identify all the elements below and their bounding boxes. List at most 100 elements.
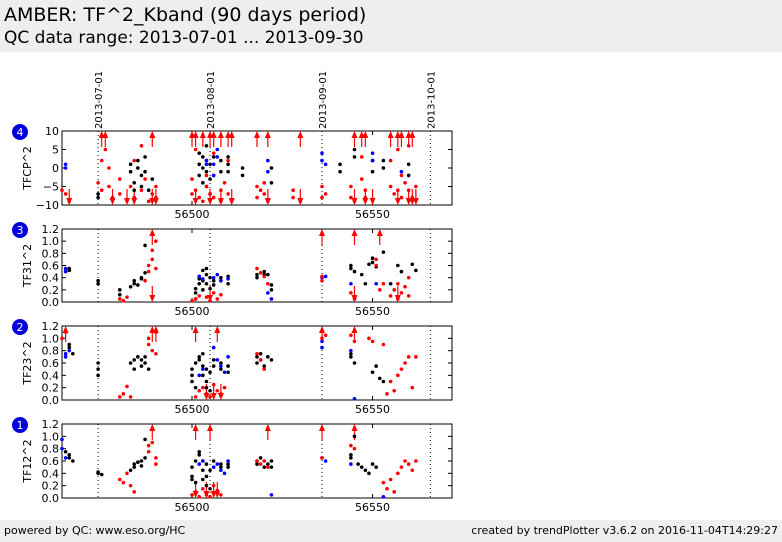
black-point (136, 158, 140, 163)
red-point (208, 494, 212, 499)
red-point (229, 199, 234, 204)
red-point (63, 330, 68, 334)
black-point (226, 462, 230, 466)
black-point (197, 453, 202, 457)
red-point (63, 192, 68, 196)
red-point (99, 158, 104, 163)
blue-point (374, 281, 378, 286)
blue-point (222, 370, 227, 375)
black-point (139, 464, 144, 468)
red-point (363, 188, 368, 192)
black-point (226, 169, 230, 174)
y-tick-label: 0.6 (42, 260, 60, 273)
red-point (146, 443, 151, 448)
red-point (370, 339, 375, 344)
red-point (255, 195, 259, 200)
date-label: 2013-07-01 (94, 71, 105, 129)
red-point (60, 188, 64, 192)
red-point (226, 192, 230, 196)
blue-point (266, 291, 270, 295)
red-point (388, 294, 393, 298)
red-point (226, 158, 230, 163)
black-point (269, 181, 274, 185)
black-point (211, 278, 216, 283)
blue-point (320, 339, 324, 344)
y-tick-label: 1.2 (42, 223, 60, 236)
black-point (226, 370, 230, 375)
red-point (255, 351, 259, 356)
red-point (258, 271, 263, 275)
black-point (269, 166, 274, 170)
black-point (201, 288, 205, 292)
black-point (367, 471, 371, 476)
blue-point (269, 493, 274, 497)
black-point (219, 367, 223, 371)
blue-point (399, 169, 404, 174)
blue-point (63, 355, 68, 359)
red-point (211, 151, 216, 155)
red-point (406, 188, 411, 192)
black-point (352, 361, 357, 365)
red-point (150, 257, 155, 262)
trend-plot: 2013-07-01 2013-08-01 2013-09-01 2013-10-01… (12, 71, 453, 520)
black-point (197, 162, 202, 167)
red-down-arrow-head (207, 295, 214, 302)
red-point (146, 269, 151, 274)
red-up-arrow-head (387, 131, 394, 138)
blue-point (63, 266, 68, 271)
blue-point (63, 351, 68, 356)
red-down-arrow-head (152, 198, 159, 205)
y-tick-label: 1.0 (42, 430, 60, 443)
red-point (150, 440, 155, 445)
black-point (219, 462, 223, 466)
black-point (356, 462, 360, 466)
y-tick-label: 0.2 (42, 382, 60, 395)
red-point (154, 462, 158, 466)
black-point (374, 364, 378, 368)
black-point (136, 460, 140, 465)
red-point (266, 199, 270, 204)
black-point (71, 351, 75, 356)
red-point (154, 195, 158, 200)
black-point (139, 459, 144, 463)
red-up-arrow-head (398, 131, 405, 138)
black-point (96, 195, 100, 200)
red-point (204, 295, 209, 299)
red-down-arrow-head (394, 198, 401, 205)
black-point (266, 462, 270, 466)
black-point (352, 155, 357, 159)
panel-number: 3 (17, 224, 24, 237)
blue-point (219, 278, 223, 283)
red-up-arrow-head (214, 326, 221, 333)
blue-point (215, 147, 220, 152)
black-point (349, 453, 353, 457)
red-point (406, 275, 411, 280)
page-subtitle: QC data range: 2013-07-01 ... 2013-09-30 (4, 28, 364, 48)
blue-point (211, 173, 216, 178)
red-point (190, 298, 194, 303)
footer-bar: powered by QC: www.eso.org/HC created by… (0, 520, 782, 542)
blue-point (63, 456, 68, 460)
red-point (193, 188, 198, 192)
red-point (154, 456, 158, 460)
black-point (269, 288, 274, 292)
red-down-arrow-head (109, 198, 116, 205)
black-point (190, 477, 194, 482)
red-down-arrow-head (369, 198, 376, 205)
red-point (406, 462, 411, 466)
red-point (374, 257, 378, 262)
y-tick-label: 1.2 (42, 320, 60, 333)
red-point (385, 392, 389, 396)
red-point (266, 465, 270, 469)
red-point (323, 333, 328, 338)
y-tick-label: 5 (52, 144, 59, 157)
panel-number: 4 (17, 126, 24, 139)
black-point (204, 474, 209, 479)
black-point (211, 358, 216, 362)
red-up-arrow-head (192, 326, 199, 333)
blue-point (323, 459, 328, 463)
red-up-arrow-head (351, 424, 358, 431)
footer-created-by: created by trendPlotter v3.6.2 on 2016-1… (471, 524, 778, 537)
black-point (201, 351, 205, 356)
blue-point (211, 465, 216, 469)
